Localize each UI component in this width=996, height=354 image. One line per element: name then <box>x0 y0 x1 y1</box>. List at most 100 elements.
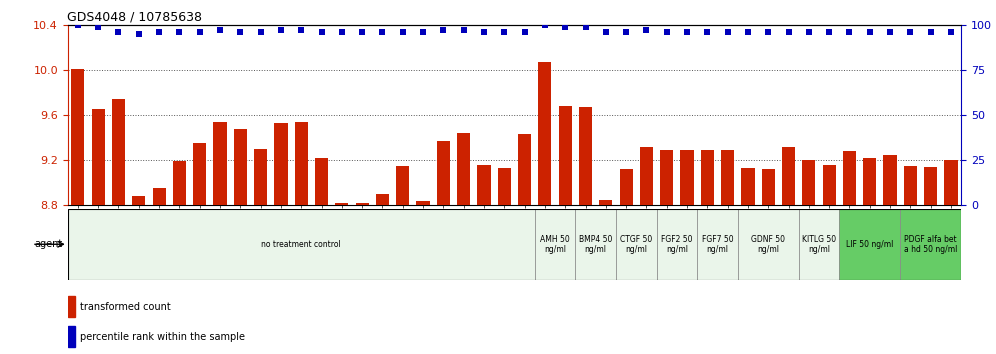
Bar <box>477 165 491 205</box>
Bar <box>900 209 961 280</box>
Point <box>212 27 228 33</box>
Point <box>862 29 877 35</box>
Text: FGF7 50
ng/ml: FGF7 50 ng/ml <box>701 235 733 254</box>
Bar <box>193 143 206 205</box>
Bar <box>656 209 697 280</box>
Point <box>456 27 472 33</box>
Point <box>902 29 918 35</box>
Bar <box>576 209 616 280</box>
Bar <box>68 209 535 280</box>
Bar <box>680 150 693 205</box>
Bar <box>535 209 576 280</box>
Bar <box>213 122 227 205</box>
Bar <box>295 122 308 205</box>
Text: PDGF alfa bet
a hd 50 ng/ml: PDGF alfa bet a hd 50 ng/ml <box>904 235 957 254</box>
Point <box>314 29 330 35</box>
Text: CTGF 50
ng/ml: CTGF 50 ng/ml <box>621 235 652 254</box>
Point <box>943 29 959 35</box>
Bar <box>274 123 288 205</box>
Point <box>699 29 715 35</box>
Point <box>882 29 898 35</box>
Point <box>720 29 736 35</box>
Bar <box>883 155 896 205</box>
Point <box>435 27 451 33</box>
Bar <box>741 168 755 205</box>
Point <box>293 27 309 33</box>
Bar <box>538 62 552 205</box>
Point <box>374 29 390 35</box>
Point <box>394 29 410 35</box>
Text: KITLG 50
ng/ml: KITLG 50 ng/ml <box>802 235 836 254</box>
Point <box>334 29 350 35</box>
Point <box>151 29 167 35</box>
Bar <box>738 209 799 280</box>
Bar <box>375 194 389 205</box>
Bar <box>112 99 125 205</box>
Bar <box>336 203 349 205</box>
Point <box>253 29 269 35</box>
Bar <box>396 166 409 205</box>
Point <box>476 29 492 35</box>
Text: GDNF 50
ng/ml: GDNF 50 ng/ml <box>751 235 785 254</box>
Text: LIF 50 ng/ml: LIF 50 ng/ml <box>846 240 893 249</box>
Point <box>517 29 533 35</box>
Point <box>415 29 431 35</box>
Text: GDS4048 / 10785638: GDS4048 / 10785638 <box>67 11 202 24</box>
Text: transformed count: transformed count <box>80 302 170 312</box>
Bar <box>356 203 369 205</box>
Bar <box>600 200 613 205</box>
Bar <box>152 188 165 205</box>
Bar <box>701 150 714 205</box>
Point <box>619 29 634 35</box>
Point <box>537 22 553 28</box>
Point <box>130 31 146 37</box>
Bar <box>68 326 75 348</box>
Bar <box>437 141 450 205</box>
Bar <box>924 167 937 205</box>
Bar <box>944 160 957 205</box>
Bar <box>498 168 511 205</box>
Point <box>922 29 938 35</box>
Bar <box>315 158 328 205</box>
Bar <box>721 150 734 205</box>
Point <box>70 22 86 28</box>
Point <box>355 29 371 35</box>
Bar <box>660 150 673 205</box>
Point <box>496 29 512 35</box>
Point <box>273 27 289 33</box>
Bar <box>840 209 900 280</box>
Point <box>821 29 837 35</box>
Bar <box>802 160 816 205</box>
Bar <box>172 161 186 205</box>
Bar <box>254 149 267 205</box>
Point <box>578 24 594 29</box>
Point <box>557 24 573 29</box>
Point <box>598 29 614 35</box>
Point <box>842 29 858 35</box>
Bar <box>579 107 592 205</box>
Point <box>232 29 248 35</box>
Point <box>192 29 208 35</box>
Bar <box>234 129 247 205</box>
Bar <box>616 209 656 280</box>
Bar <box>799 209 840 280</box>
Point <box>638 27 654 33</box>
Bar <box>68 296 75 317</box>
Bar <box>843 151 857 205</box>
Bar <box>782 147 795 205</box>
Point <box>171 29 187 35</box>
Bar <box>762 169 775 205</box>
Bar <box>639 147 653 205</box>
Point <box>781 29 797 35</box>
Text: agent: agent <box>35 239 63 249</box>
Bar <box>697 209 738 280</box>
Point <box>801 29 817 35</box>
Bar <box>620 169 632 205</box>
Point <box>658 29 674 35</box>
Text: no treatment control: no treatment control <box>261 240 341 249</box>
Point <box>760 29 776 35</box>
Bar <box>823 165 836 205</box>
Bar <box>518 134 531 205</box>
Point <box>111 29 126 35</box>
Bar <box>416 201 429 205</box>
